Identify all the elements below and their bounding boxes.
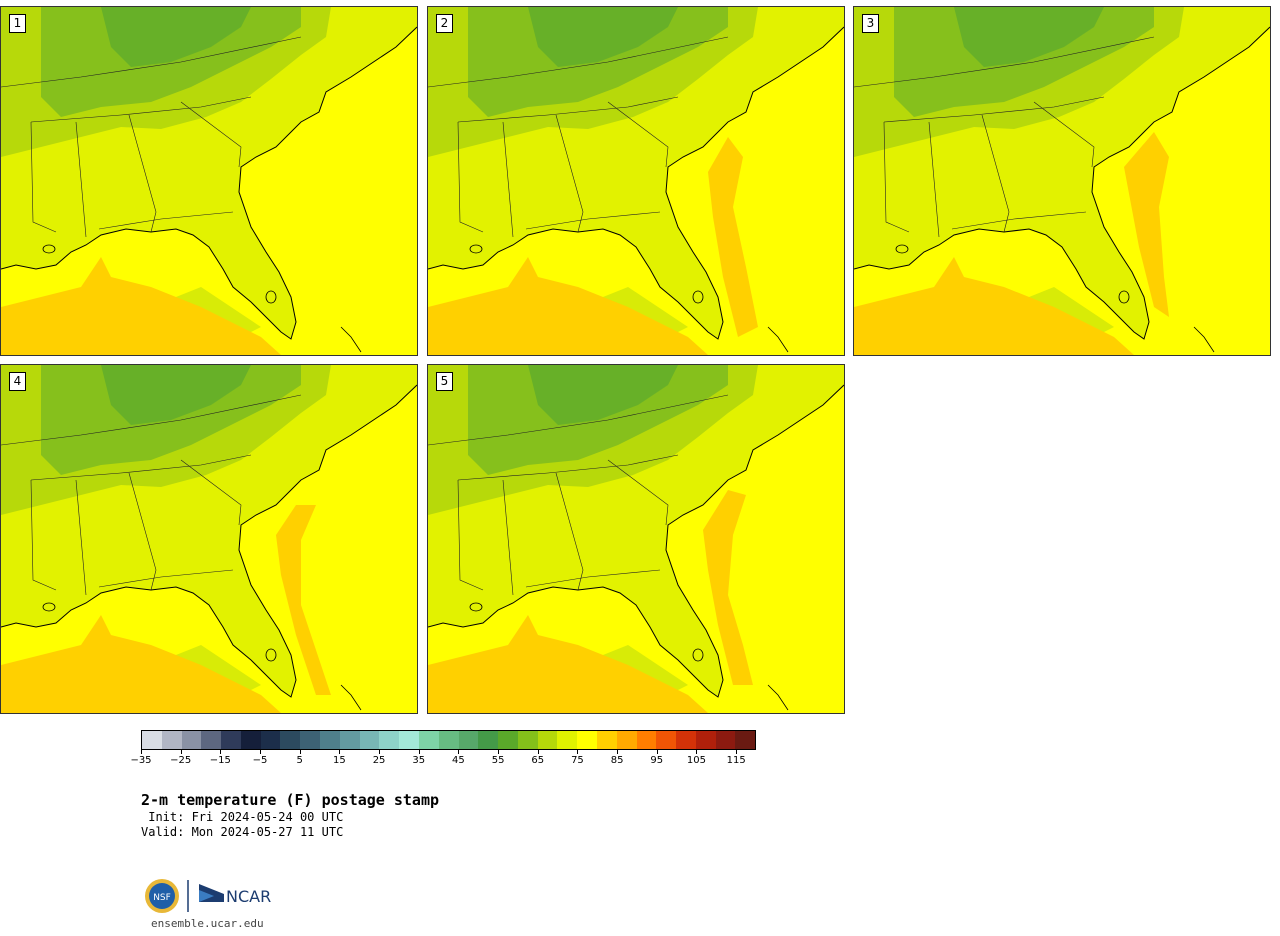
- colorbar-segment: [320, 731, 340, 749]
- panel-label-5: 5: [436, 372, 453, 391]
- colorbar-ticks: −35 −25 −15 −5 5 15 25 35 45 55 65 75 85 95 105 115: [130, 750, 756, 774]
- colorbar-tick-label: 15: [333, 755, 346, 766]
- colorbar-segment: [596, 731, 617, 749]
- temperature-map-1: [1, 7, 417, 355]
- colorbar-segment: [201, 731, 222, 749]
- colorbar-tick: [299, 750, 301, 754]
- panel-label-1: 1: [9, 14, 26, 33]
- colorbar-segment: [735, 731, 756, 749]
- colorbar-segment: [616, 731, 637, 749]
- colorbar-tick: [260, 750, 262, 754]
- panel-label-3: 3: [862, 14, 879, 33]
- map-panel-3: 3: [853, 6, 1271, 356]
- colorbar-tick: [656, 750, 658, 754]
- colorbar-tick-label: 55: [491, 755, 505, 766]
- colorbar-segment: [240, 731, 261, 749]
- colorbar-tick: [617, 750, 619, 754]
- colorbar-tick: [458, 750, 460, 754]
- figure-title: 2-m temperature (F) postage stamp: [141, 791, 440, 809]
- ncar-logo: NCAR: [199, 884, 271, 906]
- colorbar-tick: [379, 750, 381, 754]
- colorbar-segment: [478, 731, 499, 749]
- colorbar-tick: [736, 750, 738, 754]
- colorbar-segment: [399, 731, 419, 749]
- colorbar-tick-label: 45: [452, 755, 465, 766]
- ncar-logo-text: NCAR: [226, 887, 271, 906]
- colorbar-tick-label: 75: [571, 755, 584, 766]
- map-panel-5: 5: [427, 364, 845, 714]
- colorbar-tick: [537, 750, 539, 754]
- colorbar-segment: [517, 731, 538, 749]
- colorbar-tick: [696, 750, 698, 754]
- colorbar-segment: [458, 731, 479, 749]
- site-url: ensemble.ucar.edu: [151, 917, 264, 930]
- colorbar-tick-label: 35: [412, 755, 426, 766]
- colorbar: [141, 730, 756, 750]
- temperature-map-5: [428, 365, 844, 713]
- colorbar-segment: [221, 731, 241, 749]
- colorbar-tick: [418, 750, 420, 754]
- colorbar-tick: [141, 750, 142, 754]
- init-time: Init: Fri 2024-05-24 00 UTC: [141, 810, 344, 824]
- colorbar-segment: [260, 731, 281, 749]
- colorbar-segment: [161, 731, 182, 749]
- colorbar-tick-label: −5: [252, 755, 268, 766]
- colorbar-segment: [418, 731, 439, 749]
- colorbar-segment: [577, 731, 597, 749]
- colorbar-tick-label: 65: [531, 755, 545, 766]
- colorbar-tick-label: −15: [209, 755, 231, 766]
- colorbar-segment: [636, 731, 657, 749]
- colorbar-tick-label: −25: [170, 755, 192, 766]
- colorbar-segment: [339, 731, 360, 749]
- panel-label-4: 4: [9, 372, 26, 391]
- colorbar-segment: [379, 731, 400, 749]
- colorbar-segment: [280, 731, 301, 749]
- map-panel-4: 4: [0, 364, 418, 714]
- colorbar-tick-label: 85: [610, 755, 624, 766]
- colorbar-segment: [438, 731, 459, 749]
- colorbar-tick-label: 95: [650, 755, 664, 766]
- colorbar-tick: [498, 750, 500, 754]
- colorbar-tick-label: −35: [130, 755, 152, 766]
- colorbar-segment: [181, 731, 202, 749]
- colorbar-segment: [359, 731, 380, 749]
- colorbar-tick-label: 115: [726, 755, 746, 766]
- colorbar-tick: [577, 750, 579, 754]
- colorbar-tick-label: 5: [296, 755, 303, 766]
- colorbar-tick-label: 105: [686, 755, 707, 766]
- colorbar-segment: [498, 731, 518, 749]
- colorbar-tick-label: 25: [372, 755, 386, 766]
- temperature-map-3: [854, 7, 1270, 355]
- logos: NSF NCAR: [145, 879, 271, 913]
- temperature-map-2: [428, 7, 844, 355]
- colorbar-tick: [220, 750, 222, 754]
- nsf-logo-text: NSF: [153, 893, 171, 903]
- colorbar-tick: [339, 750, 341, 754]
- colorbar-segment: [715, 731, 736, 749]
- colorbar-segment: [676, 731, 696, 749]
- nsf-logo: NSF: [145, 879, 179, 913]
- colorbar-segment: [656, 731, 677, 749]
- colorbar-tick: [180, 750, 182, 754]
- colorbar-segment: [142, 731, 162, 749]
- temperature-map-4: [1, 365, 417, 713]
- panel-label-2: 2: [436, 14, 453, 33]
- colorbar-segment: [300, 731, 321, 749]
- colorbar-segment: [537, 731, 558, 749]
- map-panel-2: 2: [427, 6, 845, 356]
- valid-time: Valid: Mon 2024-05-27 11 UTC: [141, 825, 344, 839]
- colorbar-segment: [695, 731, 716, 749]
- map-panel-1: 1: [0, 6, 418, 356]
- colorbar-segment: [557, 731, 578, 749]
